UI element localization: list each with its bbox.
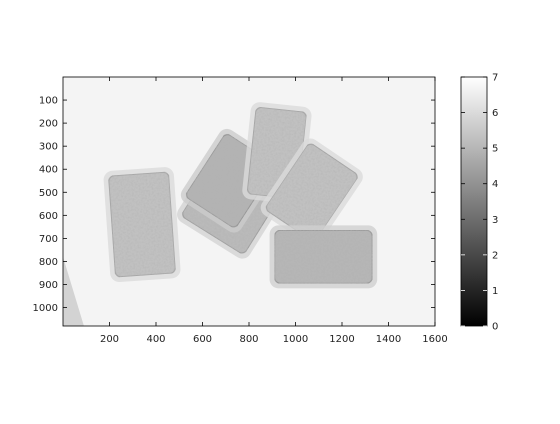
colorbar: 0 1 2 3 4 5 6 7 (460, 73, 498, 333)
region-slab-bottom-right (269, 225, 378, 289)
y-tick-label: 100 (39, 96, 58, 107)
y-tick-label: 300 (39, 142, 58, 153)
region-bottom-left-corner (63, 256, 84, 326)
colorbar-tick-label: 7 (492, 73, 498, 84)
colorbar-tick-label: 5 (492, 144, 498, 155)
colorbar-tick-label: 1 (492, 286, 498, 297)
region-slab-tall-left (103, 167, 181, 282)
y-tick-label: 400 (39, 165, 58, 176)
colorbar-tick-label: 0 (492, 322, 498, 333)
x-tick-label: 600 (193, 334, 212, 345)
colorbar-gradient (460, 76, 488, 327)
x-tick-label: 1600 (422, 334, 447, 345)
colorbar-tick-label: 6 (492, 108, 498, 119)
x-tick-label: 1200 (329, 334, 354, 345)
y-tick-label: 200 (39, 119, 58, 130)
x-tick-label: 1000 (283, 334, 308, 345)
x-tick-label: 200 (100, 334, 119, 345)
axes: 200 400 600 800 1000 1200 1400 1600 100 200 300 400… (33, 76, 448, 345)
plot-area (63, 77, 435, 326)
y-tick-label: 800 (39, 257, 58, 268)
colorbar-tick-label: 4 (492, 179, 498, 190)
x-tick-label: 800 (239, 334, 258, 345)
y-tick-label: 700 (39, 234, 58, 245)
y-tick-label: 900 (39, 280, 58, 291)
colorbar-tick-label: 2 (492, 250, 498, 261)
x-tick-label: 1400 (376, 334, 401, 345)
x-tick-label: 400 (146, 334, 165, 345)
region-slab-right (260, 138, 363, 247)
y-tick-label: 600 (39, 211, 58, 222)
colorbar-tick-label: 3 (492, 215, 498, 226)
y-tick-label: 1000 (33, 303, 58, 314)
y-tick-label: 500 (39, 188, 58, 199)
